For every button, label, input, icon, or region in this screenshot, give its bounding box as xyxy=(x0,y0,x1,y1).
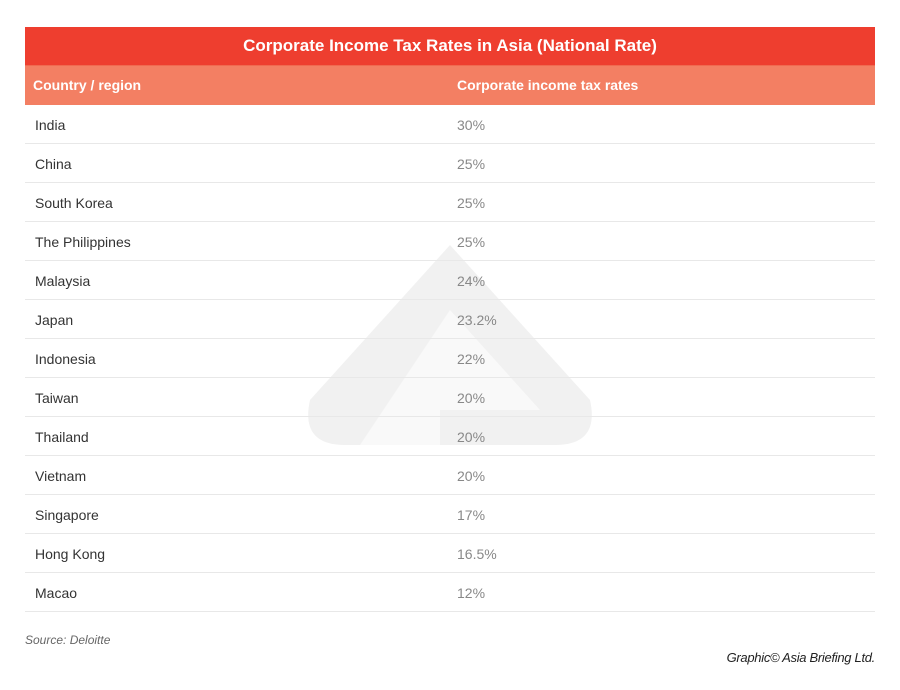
table-row: The Philippines 25% xyxy=(25,222,875,261)
country-cell: Singapore xyxy=(35,507,99,523)
column-header-rate: Corporate income tax rates xyxy=(457,77,639,93)
rate-cell: 17% xyxy=(457,507,486,523)
country-cell: China xyxy=(35,156,72,172)
country-cell: Macao xyxy=(35,585,78,601)
rate-cell: 20% xyxy=(457,468,486,484)
rate-cell: 20% xyxy=(457,390,486,406)
country-cell: Thailand xyxy=(35,429,89,445)
graphic-credit: Graphic© Asia Briefing Ltd. xyxy=(726,650,876,665)
table-row: China 25% xyxy=(25,144,875,183)
rate-cell: 30% xyxy=(457,117,486,133)
table-title: Corporate Income Tax Rates in Asia (Nati… xyxy=(25,27,875,65)
country-cell: Japan xyxy=(35,312,74,328)
tax-rate-table: Corporate Income Tax Rates in Asia (Nati… xyxy=(25,27,875,612)
table-row: Singapore 17% xyxy=(25,495,875,534)
country-cell: Hong Kong xyxy=(35,546,106,562)
country-cell: Taiwan xyxy=(35,390,79,406)
rate-cell: 25% xyxy=(457,234,486,250)
rate-cell: 12% xyxy=(457,585,486,601)
table-header: Country / region Corporate income tax ra… xyxy=(25,65,875,105)
column-header-country: Country / region xyxy=(33,77,142,93)
table-row: Taiwan 20% xyxy=(25,378,875,417)
table-row: Malaysia 24% xyxy=(25,261,875,300)
rate-cell: 23.2% xyxy=(457,312,497,328)
table-row: Japan 23.2% xyxy=(25,300,875,339)
table-row: Indonesia 22% xyxy=(25,339,875,378)
country-cell: Malaysia xyxy=(35,273,91,289)
rate-cell: 25% xyxy=(457,156,486,172)
country-cell: India xyxy=(35,117,66,133)
table-row: Vietnam 20% xyxy=(25,456,875,495)
rate-cell: 25% xyxy=(457,195,486,211)
country-cell: The Philippines xyxy=(35,234,131,250)
table-row: Hong Kong 16.5% xyxy=(25,534,875,573)
table-row: South Korea 25% xyxy=(25,183,875,222)
rate-cell: 20% xyxy=(457,429,486,445)
country-cell: Vietnam xyxy=(35,468,87,484)
rate-cell: 22% xyxy=(457,351,486,367)
country-cell: South Korea xyxy=(35,195,113,211)
source-note: Source: Deloitte xyxy=(25,633,111,647)
table-row: Thailand 20% xyxy=(25,417,875,456)
rate-cell: 24% xyxy=(457,273,486,289)
rate-cell: 16.5% xyxy=(457,546,497,562)
table-row: Macao 12% xyxy=(25,573,875,612)
country-cell: Indonesia xyxy=(35,351,96,367)
table-row: India 30% xyxy=(25,105,875,144)
